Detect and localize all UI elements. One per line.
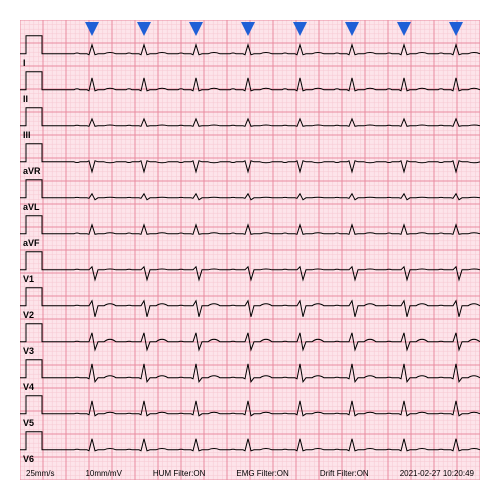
lead-label: V3 — [23, 346, 34, 356]
beat-marker-icon — [397, 22, 411, 36]
lead-trace — [20, 214, 480, 250]
lead-trace — [20, 430, 480, 466]
ecg-footer: 25mm/s 10mm/mV HUM Filter:ON EMG Filter:… — [20, 469, 480, 478]
lead-trace — [20, 358, 480, 394]
footer-emg: EMG Filter:ON — [236, 469, 288, 478]
lead-label: V6 — [23, 454, 34, 464]
lead-trace — [20, 34, 480, 70]
lead-trace — [20, 322, 480, 358]
lead-row-V5: V5 — [20, 394, 480, 430]
beat-marker-icon — [345, 22, 359, 36]
lead-row-V3: V3 — [20, 322, 480, 358]
lead-label: aVL — [23, 202, 40, 212]
beat-marker-icon — [85, 22, 99, 36]
beat-marker-icon — [241, 22, 255, 36]
lead-trace — [20, 106, 480, 142]
lead-row-I: I — [20, 34, 480, 70]
lead-label: III — [23, 130, 31, 140]
lead-row-aVL: aVL — [20, 178, 480, 214]
footer-gain: 10mm/mV — [85, 469, 121, 478]
beat-marker-icon — [449, 22, 463, 36]
lead-trace — [20, 70, 480, 106]
footer-timestamp: 2021-02-27 10:20:49 — [400, 469, 474, 478]
lead-row-aVF: aVF — [20, 214, 480, 250]
lead-trace — [20, 394, 480, 430]
footer-hum: HUM Filter:ON — [153, 469, 205, 478]
lead-trace — [20, 178, 480, 214]
lead-label: V5 — [23, 418, 34, 428]
lead-trace — [20, 250, 480, 286]
beat-markers — [20, 22, 480, 36]
lead-row-II: II — [20, 70, 480, 106]
lead-label: I — [23, 58, 26, 68]
ecg-frame: IIIIIIaVRaVLaVFV1V2V3V4V5V6 25mm/s 10mm/… — [20, 20, 480, 480]
lead-row-aVR: aVR — [20, 142, 480, 178]
lead-label: V4 — [23, 382, 34, 392]
lead-row-III: III — [20, 106, 480, 142]
lead-label: V2 — [23, 310, 34, 320]
beat-marker-icon — [293, 22, 307, 36]
lead-row-V1: V1 — [20, 250, 480, 286]
lead-trace — [20, 286, 480, 322]
lead-row-V4: V4 — [20, 358, 480, 394]
lead-trace — [20, 142, 480, 178]
beat-marker-icon — [137, 22, 151, 36]
lead-label: aVR — [23, 166, 41, 176]
lead-row-V2: V2 — [20, 286, 480, 322]
lead-row-V6: V6 — [20, 430, 480, 466]
lead-label: II — [23, 94, 28, 104]
footer-drift: Drift Filter:ON — [320, 469, 369, 478]
beat-marker-icon — [189, 22, 203, 36]
lead-label: aVF — [23, 238, 40, 248]
lead-label: V1 — [23, 274, 34, 284]
ecg-leads: IIIIIIaVRaVLaVFV1V2V3V4V5V6 — [20, 20, 480, 480]
footer-speed: 25mm/s — [26, 469, 54, 478]
